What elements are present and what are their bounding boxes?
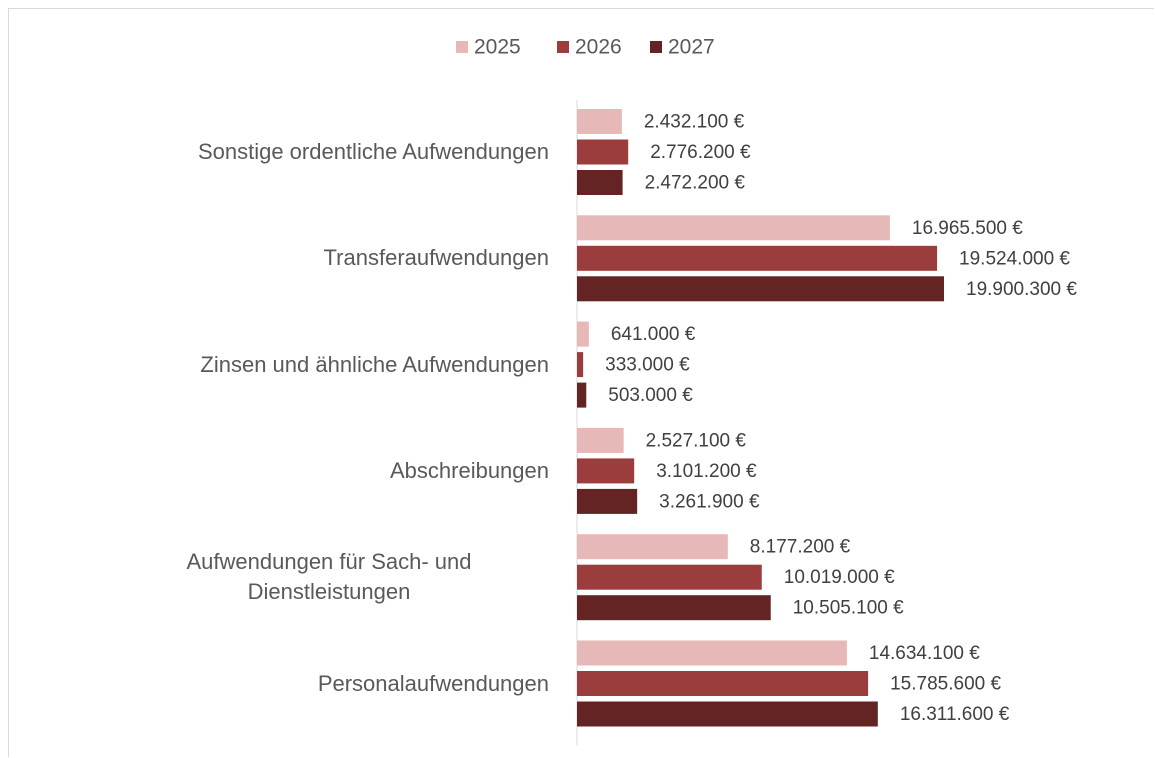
value-label: 3.101.200 € <box>656 461 757 482</box>
value-label: 2.432.100 € <box>644 112 745 133</box>
value-label: 16.311.600 € <box>900 704 1010 725</box>
bar <box>577 671 869 696</box>
bar <box>577 352 584 378</box>
bar <box>577 488 638 514</box>
legend-label: 2026 <box>575 36 622 59</box>
category-label: Zinsen und ähnliche Aufwendungen <box>200 351 549 377</box>
legend-swatch <box>557 41 569 53</box>
value-label: 2.776.200 € <box>650 142 751 163</box>
bar <box>577 701 878 727</box>
bar <box>577 276 944 302</box>
value-label: 8.177.200 € <box>750 537 851 558</box>
value-label: 19.900.300 € <box>966 279 1077 300</box>
bar <box>577 595 771 621</box>
bar <box>577 458 635 484</box>
category-label: Abschreibungen <box>389 457 549 483</box>
category-label: Transferaufwendungen <box>323 245 549 271</box>
legend-swatch <box>650 41 662 53</box>
value-label: 503.000 € <box>608 385 693 406</box>
bar <box>577 139 629 165</box>
bar <box>577 170 623 195</box>
legend: 2025 2026 2027 <box>456 36 715 59</box>
category-label: Aufwendungen für Sach- und Dienstleistun… <box>186 549 472 605</box>
category-label: Personalaufwendungen <box>317 670 549 696</box>
chart-frame <box>8 8 1154 757</box>
bar <box>577 640 847 666</box>
value-label: 14.634.100 € <box>869 643 980 664</box>
bar <box>577 245 938 271</box>
legend-label: 2027 <box>668 36 715 59</box>
category-label: Sonstige ordentliche Aufwendungen <box>197 139 549 164</box>
bar <box>577 109 622 134</box>
bar <box>577 564 762 590</box>
value-label: 16.965.500 € <box>912 218 1023 239</box>
bar <box>577 534 728 560</box>
value-label: 10.019.000 € <box>784 567 895 588</box>
legend-swatch <box>456 41 468 53</box>
value-label: 15.785.600 € <box>890 674 1001 695</box>
value-label: 2.472.200 € <box>645 173 746 194</box>
bar <box>577 382 587 408</box>
bar <box>577 427 624 453</box>
value-label: 641.000 € <box>611 324 696 345</box>
value-label: 19.524.000 € <box>959 248 1070 269</box>
value-label: 333.000 € <box>605 355 690 376</box>
bar <box>577 215 890 241</box>
value-label: 2.527.100 € <box>646 430 747 451</box>
bar <box>577 321 589 347</box>
value-label: 3.261.900 € <box>659 491 760 512</box>
legend-label: 2025 <box>474 36 521 59</box>
value-label: 10.505.100 € <box>793 598 904 619</box>
